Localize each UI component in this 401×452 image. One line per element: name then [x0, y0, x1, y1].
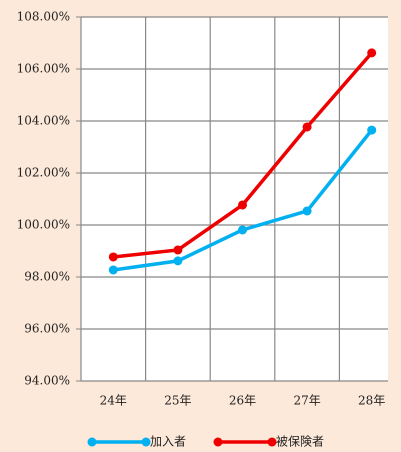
legend-label: 被保険者 [276, 435, 324, 449]
y-tick-label: 96.00% [24, 322, 70, 336]
data-point [367, 125, 377, 135]
legend-marker [87, 437, 97, 447]
y-tick-label: 104.00% [17, 114, 70, 128]
x-tick-label: 25年 [164, 394, 191, 408]
legend-marker [267, 437, 277, 447]
data-point [302, 206, 312, 216]
data-point [108, 265, 118, 275]
x-tick-label: 24年 [100, 394, 127, 408]
x-tick-label: 27年 [293, 394, 320, 408]
plot-area [81, 17, 388, 381]
legend-label: 加入者 [150, 435, 186, 449]
y-tick-label: 100.00% [17, 218, 70, 232]
y-tick-label: 94.00% [24, 374, 70, 388]
y-tick-label: 108.00% [17, 10, 70, 24]
data-point [238, 200, 247, 210]
data-point [238, 225, 247, 235]
legend-marker [141, 437, 151, 447]
data-point [173, 256, 183, 266]
y-tick-label: 106.00% [17, 62, 70, 76]
data-point [302, 122, 312, 132]
y-tick-label: 102.00% [17, 166, 70, 180]
data-point [108, 252, 118, 262]
x-tick-label: 28年 [358, 394, 385, 408]
data-point [367, 48, 377, 58]
x-tick-label: 26年 [229, 394, 256, 408]
legend-marker [213, 437, 223, 447]
data-point [173, 245, 183, 255]
y-tick-label: 98.00% [24, 270, 70, 284]
